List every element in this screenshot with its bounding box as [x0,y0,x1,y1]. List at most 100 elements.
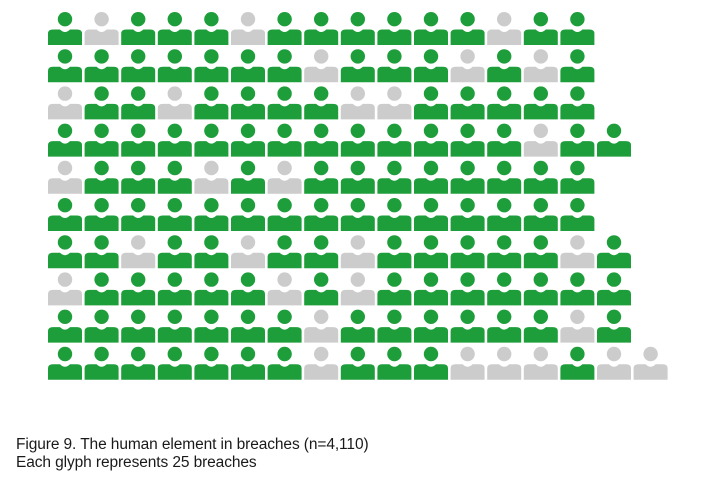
glyph-human-element [450,235,485,269]
glyph-body [304,178,339,194]
glyph-human-element [340,160,375,194]
glyph-head [167,309,182,324]
glyph-body [377,327,412,343]
glyph-human-element [414,160,448,194]
glyph-head [94,12,109,27]
glyph-human-element [377,272,412,306]
glyph-body [304,103,339,120]
glyph-human-element [487,198,522,231]
glyph-human-element [523,12,558,45]
glyph-body [560,252,595,269]
glyph-human-element [157,309,192,343]
glyph-body [340,103,375,120]
glyph-human-element [267,309,302,343]
glyph-head [423,12,439,27]
glyph-head [533,123,548,138]
glyph-head [167,160,182,176]
glyph-human-element [304,12,339,45]
glyph-body [121,66,156,83]
glyph-human-element [414,235,448,269]
glyph-body [231,289,265,306]
glyph-body [450,178,485,194]
glyph-human-element [560,49,595,83]
glyph-human-element [84,346,119,380]
glyph-head [460,235,475,250]
glyph-head [423,198,439,213]
glyph-head [94,309,109,324]
glyph-human-element [340,346,375,380]
glyph-human-element [194,309,229,343]
glyph-human-element [194,49,229,83]
glyph-human-element [157,346,192,380]
glyph-human-element [121,346,156,380]
glyph-other [48,160,82,194]
glyph-human-element [231,346,265,380]
glyph-head [57,198,73,213]
glyph-human-element [560,160,595,194]
glyph-human-element [267,49,302,83]
glyph-other [377,86,412,120]
glyph-body [267,327,302,343]
glyph-human-element [304,235,339,269]
glyph-head [57,235,73,250]
glyph-body [231,252,265,269]
glyph-head [570,309,585,324]
glyph-head [350,160,365,176]
glyph-body [84,141,119,157]
glyph-head [460,12,475,27]
glyph-human-element [194,123,229,157]
glyph-head [57,272,73,287]
glyph-head [533,198,548,213]
glyph-body [194,66,229,83]
caption-subtitle: Each glyph represents 25 breaches [16,454,257,471]
glyph-human-element [304,86,339,120]
glyph-head [387,12,402,27]
glyph-human-element [267,235,302,269]
glyph-human-element [377,346,412,380]
glyph-head [94,160,109,176]
glyph-head [167,198,182,213]
glyph-human-element [157,160,192,194]
glyph-body [121,364,156,380]
glyph-head [240,123,256,138]
glyph-human-element [377,12,412,45]
glyph-body [487,178,522,194]
glyph-body [84,364,119,380]
glyph-human-element [560,346,595,380]
glyph-human-element [231,86,265,120]
glyph-human-element [121,86,156,120]
glyph-human-element [487,160,522,194]
glyph-other [560,235,595,269]
glyph-head [423,272,439,287]
glyph-body [340,178,375,194]
glyph-human-element [157,198,192,231]
glyph-other [523,123,558,157]
glyph-human-element [48,123,82,157]
glyph-head [57,123,73,138]
glyph-head [131,272,146,287]
glyph-body [267,103,302,120]
glyph-body [304,66,339,83]
glyph-human-element [121,160,156,194]
glyph-body [377,252,412,269]
glyph-body [523,364,558,380]
glyph-body [377,29,412,45]
glyph-body [157,289,192,306]
glyph-head [387,123,402,138]
glyph-other [597,346,631,380]
glyph-head [460,346,475,362]
glyph-head [314,49,329,64]
glyph-head [350,272,365,287]
glyph-head [570,12,585,27]
glyph-body [523,252,558,269]
glyph-human-element [157,49,192,83]
glyph-human-element [231,198,265,231]
glyph-human-element [48,235,82,269]
glyph-body [377,364,412,380]
glyph-body [523,29,558,45]
glyph-body [414,215,448,231]
glyph-human-element [48,346,82,380]
glyph-body [48,289,82,306]
glyph-body [597,141,631,157]
glyph-head [643,346,658,362]
